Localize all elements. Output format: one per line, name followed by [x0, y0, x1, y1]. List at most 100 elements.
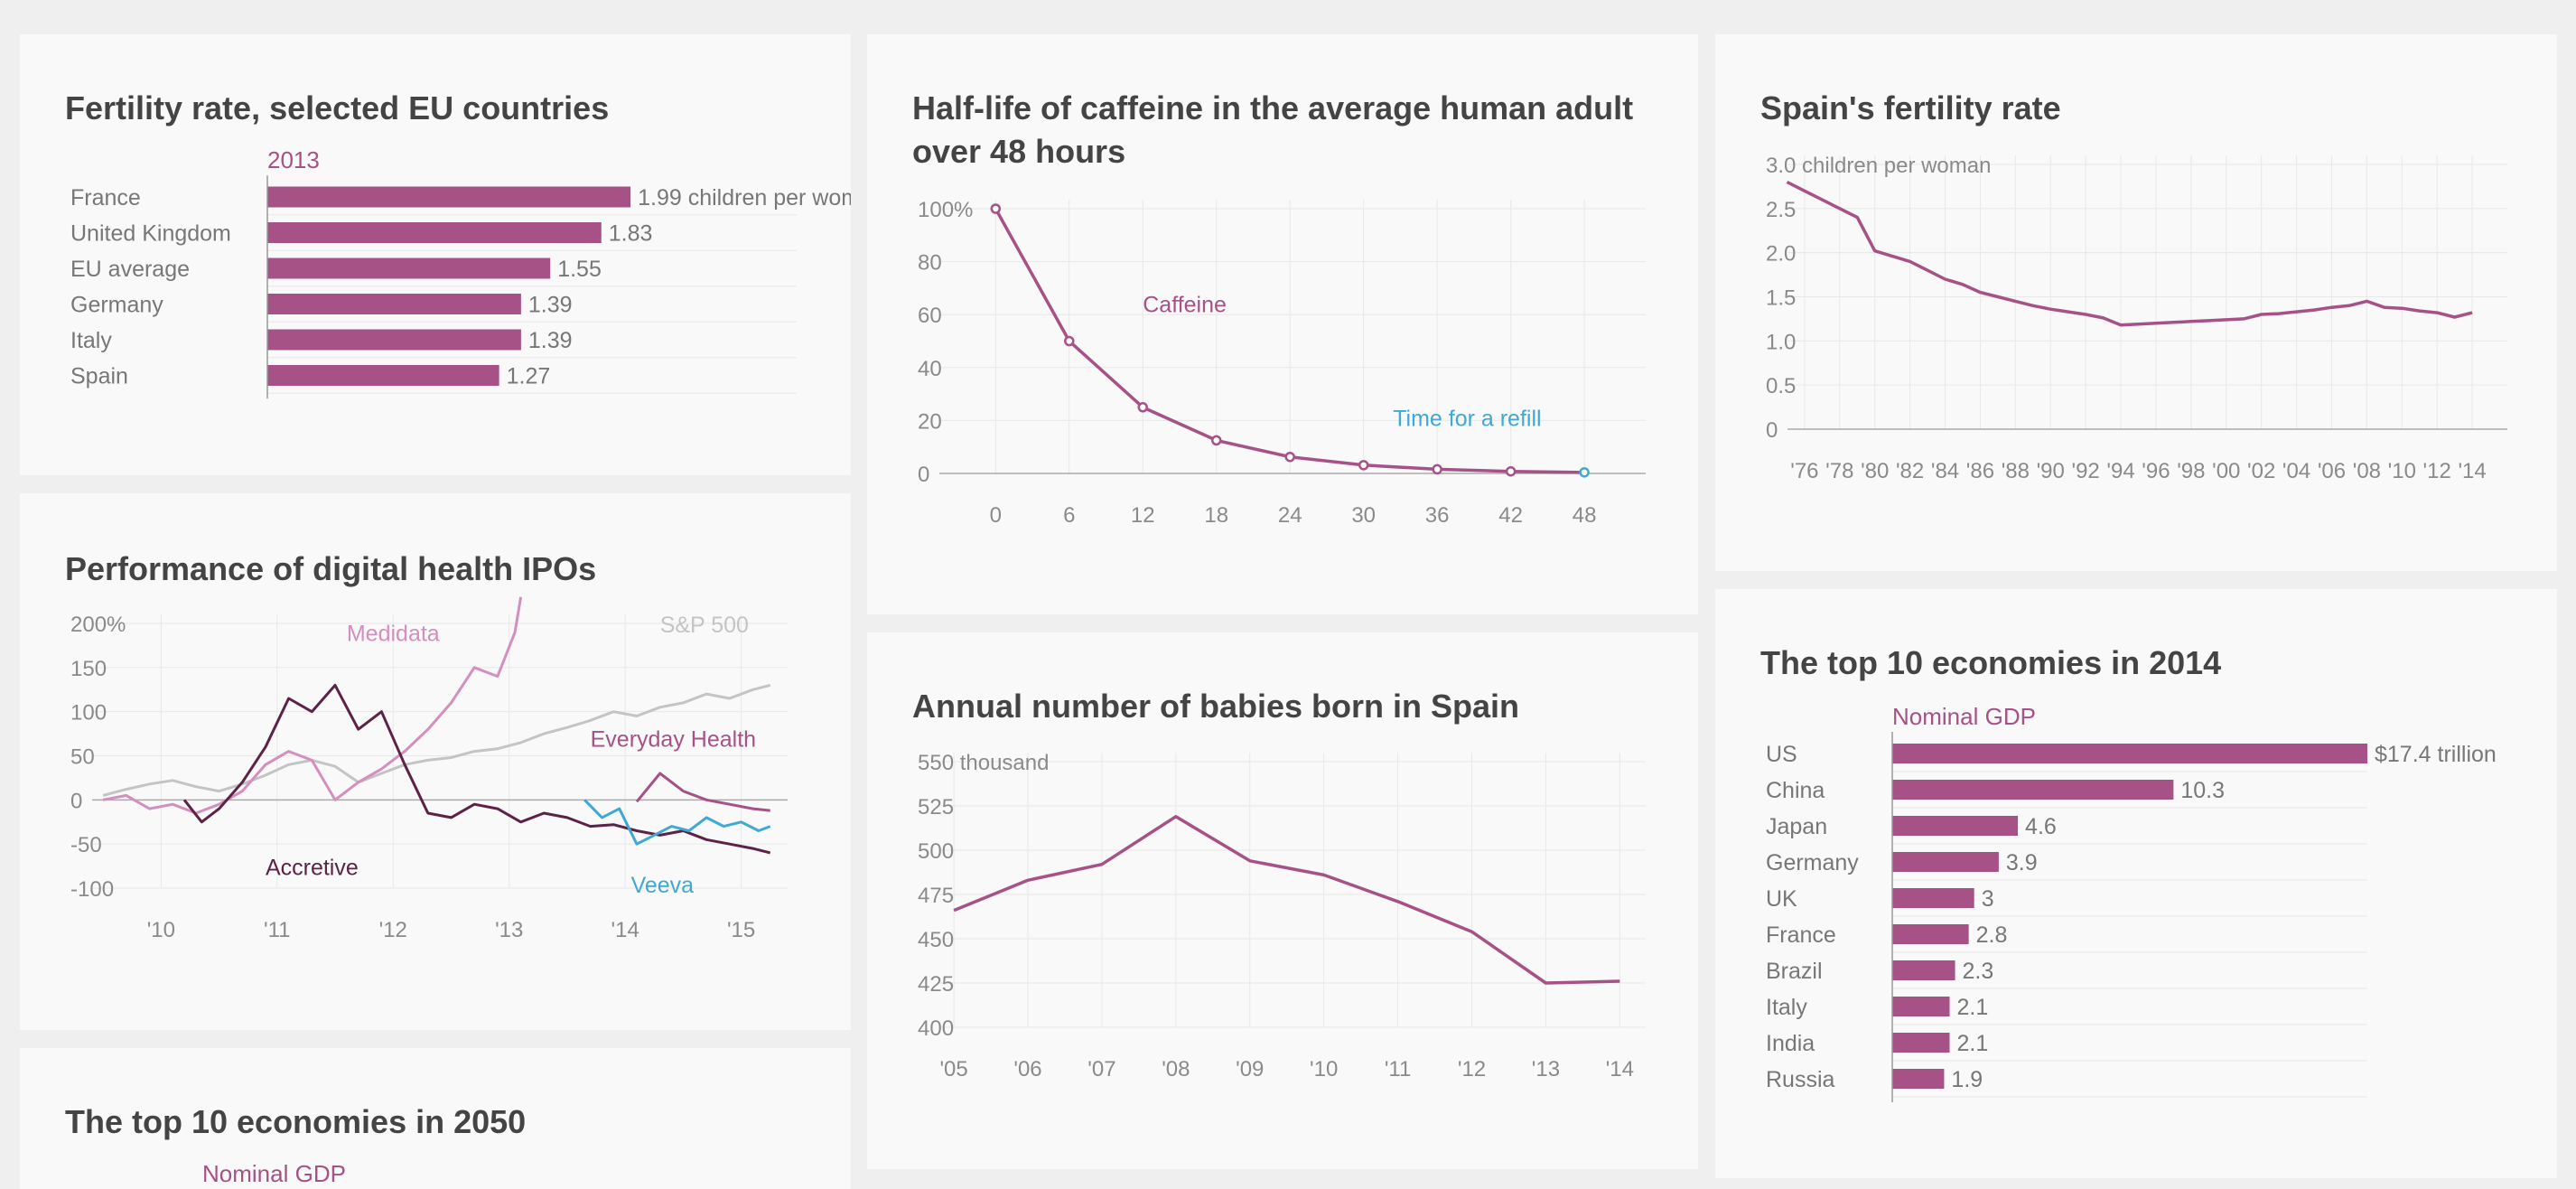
value-label: 1.9	[1951, 1067, 1983, 1092]
chart-title-line-1: Half-life of caffeine in the average hum…	[912, 89, 1634, 126]
value-label: 3.9	[2006, 850, 2038, 875]
annotation-refill: Time for a refill	[1393, 406, 1541, 431]
data-point	[1210, 435, 1222, 446]
x-tick-label: 18	[1204, 503, 1228, 528]
x-tick-label: '00	[2212, 459, 2240, 483]
category-label: Italy	[70, 328, 112, 353]
x-tick-label: '88	[2002, 459, 2030, 483]
chart-title: The top 10 economies in 2014	[1760, 644, 2222, 681]
card-digital-health-ipos: Performance of digital health IPOs '10'1…	[20, 493, 851, 1030]
bar	[267, 186, 631, 208]
x-tick-label: '08	[2353, 459, 2381, 483]
data-point	[1137, 402, 1149, 413]
y-tick-label: 425	[918, 972, 954, 997]
x-tick-label: '10	[2388, 459, 2416, 483]
y-tick-label: 0.5	[1766, 374, 1796, 398]
bar	[1892, 816, 2019, 836]
card-top10-2050: The top 10 economies in 2050 Nominal GDP	[20, 1048, 851, 1189]
series-line-veeva	[583, 799, 771, 846]
x-tick-label: 0	[990, 503, 1002, 528]
chart-title: Half-life of caffeine in the average hum…	[912, 87, 1633, 173]
y-tick-label: 200%	[70, 613, 126, 637]
x-tick-label: 6	[1063, 503, 1075, 528]
x-tick-label: '84	[1931, 459, 1959, 483]
x-tick-label: 36	[1425, 503, 1450, 528]
x-tick-label: '10	[147, 918, 175, 942]
category-label: Brazil	[1766, 959, 1823, 984]
chart-title: The top 10 economies in 2050	[65, 1103, 527, 1140]
x-tick-label: '15	[727, 918, 755, 942]
bar	[1892, 924, 1969, 944]
x-tick-label: '06	[2318, 459, 2346, 483]
bar	[267, 365, 499, 386]
x-tick-label: '02	[2247, 459, 2275, 483]
bar	[1892, 780, 2174, 800]
y-tick-label: 450	[918, 928, 954, 952]
x-tick-label: '94	[2106, 459, 2134, 483]
y-tick-label: 400	[918, 1016, 954, 1041]
value-label: 10.3	[2180, 778, 2225, 803]
data-point	[1432, 463, 1442, 475]
value-label: 3	[1982, 886, 1994, 912]
value-label: $17.4 trillion	[2375, 742, 2497, 767]
y-tick-label: 0	[1766, 418, 1778, 443]
value-label: 1.99 children per woman	[638, 185, 851, 211]
value-label: 2.3	[1963, 959, 1994, 984]
y-tick-label: -100	[70, 877, 114, 902]
x-tick-label: 42	[1498, 503, 1523, 528]
y-tick-label: 60	[918, 304, 942, 328]
y-tick-label: 100	[70, 701, 107, 726]
bar	[1892, 1069, 1945, 1089]
y-tick-label: 500	[918, 839, 954, 864]
x-tick-label: 48	[1573, 503, 1597, 528]
x-tick-label: '07	[1087, 1057, 1115, 1081]
y-tick-label: 2.0	[1766, 242, 1796, 267]
chart-spain-fertility: '76 '78 '80 '82 '84 '86 '88 '90 '92'94 '96 '98 '00 '…	[1766, 154, 2507, 483]
x-tick-label: '12	[379, 918, 407, 942]
category-label: Japan	[1766, 814, 1827, 839]
category-label: UK	[1766, 886, 1797, 912]
series-label: Nominal GDP	[202, 1160, 346, 1187]
y-tick-label: 1.0	[1766, 330, 1796, 354]
series-label: Nominal GDP	[1892, 703, 2036, 730]
y-tick-label: 0	[918, 463, 929, 487]
x-tick-label: '06	[1013, 1057, 1041, 1081]
category-label: US	[1766, 742, 1797, 767]
value-label: 1.27	[507, 364, 551, 389]
x-tick-label: '12	[1458, 1057, 1486, 1081]
y-tick-label: 50	[70, 745, 95, 770]
category-label: France	[1766, 922, 1836, 948]
x-tick-label: '96	[2142, 459, 2170, 483]
chart-spain-babies: '05 '06 '07 '08 '09 '10 '11 '12 '13 '14 400 425 450 4…	[918, 751, 1646, 1081]
value-label: 1.39	[528, 328, 573, 353]
x-tick-label: '10	[1310, 1057, 1338, 1081]
category-label: United Kingdom	[70, 221, 231, 247]
series-label-s-p-500: S&P 500	[660, 613, 749, 638]
chart-top10-2014: Nominal GDP US $17.4 trillion China 10.3 Japa…	[1766, 703, 2497, 1102]
x-tick-label: '82	[1896, 459, 1924, 483]
chart-title-line-2: over 48 hours	[912, 133, 1126, 170]
y-tick-label: -50	[70, 833, 102, 857]
y-tick-label: 475	[918, 884, 954, 908]
x-tick-label: '14	[2458, 459, 2486, 483]
bar	[1892, 960, 1955, 980]
bar	[1892, 997, 1950, 1016]
series-label-everyday-health: Everyday Health	[591, 727, 756, 753]
value-label: 2.8	[1976, 922, 2008, 948]
chart-title: Spain's fertility rate	[1760, 89, 2061, 126]
x-tick-label: '13	[495, 918, 523, 942]
data-point	[1064, 335, 1075, 347]
y-tick-label: 2.5	[1766, 198, 1796, 222]
value-label: 1.39	[528, 293, 573, 318]
category-label: Germany	[70, 293, 163, 318]
x-tick-label: '13	[1532, 1057, 1560, 1081]
y-tick-label: 80	[918, 251, 942, 276]
category-label: Spain	[70, 364, 128, 389]
y-tick-label: 20	[918, 409, 942, 434]
x-tick-label: '12	[2423, 459, 2451, 483]
card-spain-babies: Annual number of babies born in Spain '0…	[867, 632, 1698, 1169]
bar	[267, 294, 521, 314]
y-tick-label: 1.5	[1766, 286, 1796, 311]
y-tick-label: 0	[70, 789, 82, 813]
bar	[267, 329, 521, 351]
